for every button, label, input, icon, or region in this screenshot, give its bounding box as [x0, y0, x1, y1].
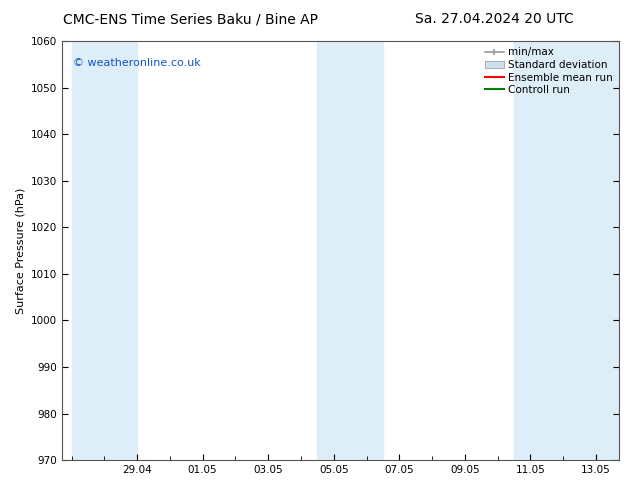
Bar	[72, 41, 137, 460]
Text: Sa. 27.04.2024 20 UTC: Sa. 27.04.2024 20 UTC	[415, 12, 574, 26]
Text: CMC-ENS Time Series Baku / Bine AP: CMC-ENS Time Series Baku / Bine AP	[63, 12, 318, 26]
Y-axis label: Surface Pressure (hPa): Surface Pressure (hPa)	[15, 187, 25, 314]
Text: © weatheronline.co.uk: © weatheronline.co.uk	[73, 58, 200, 68]
Bar	[318, 41, 383, 460]
Bar	[514, 41, 619, 460]
